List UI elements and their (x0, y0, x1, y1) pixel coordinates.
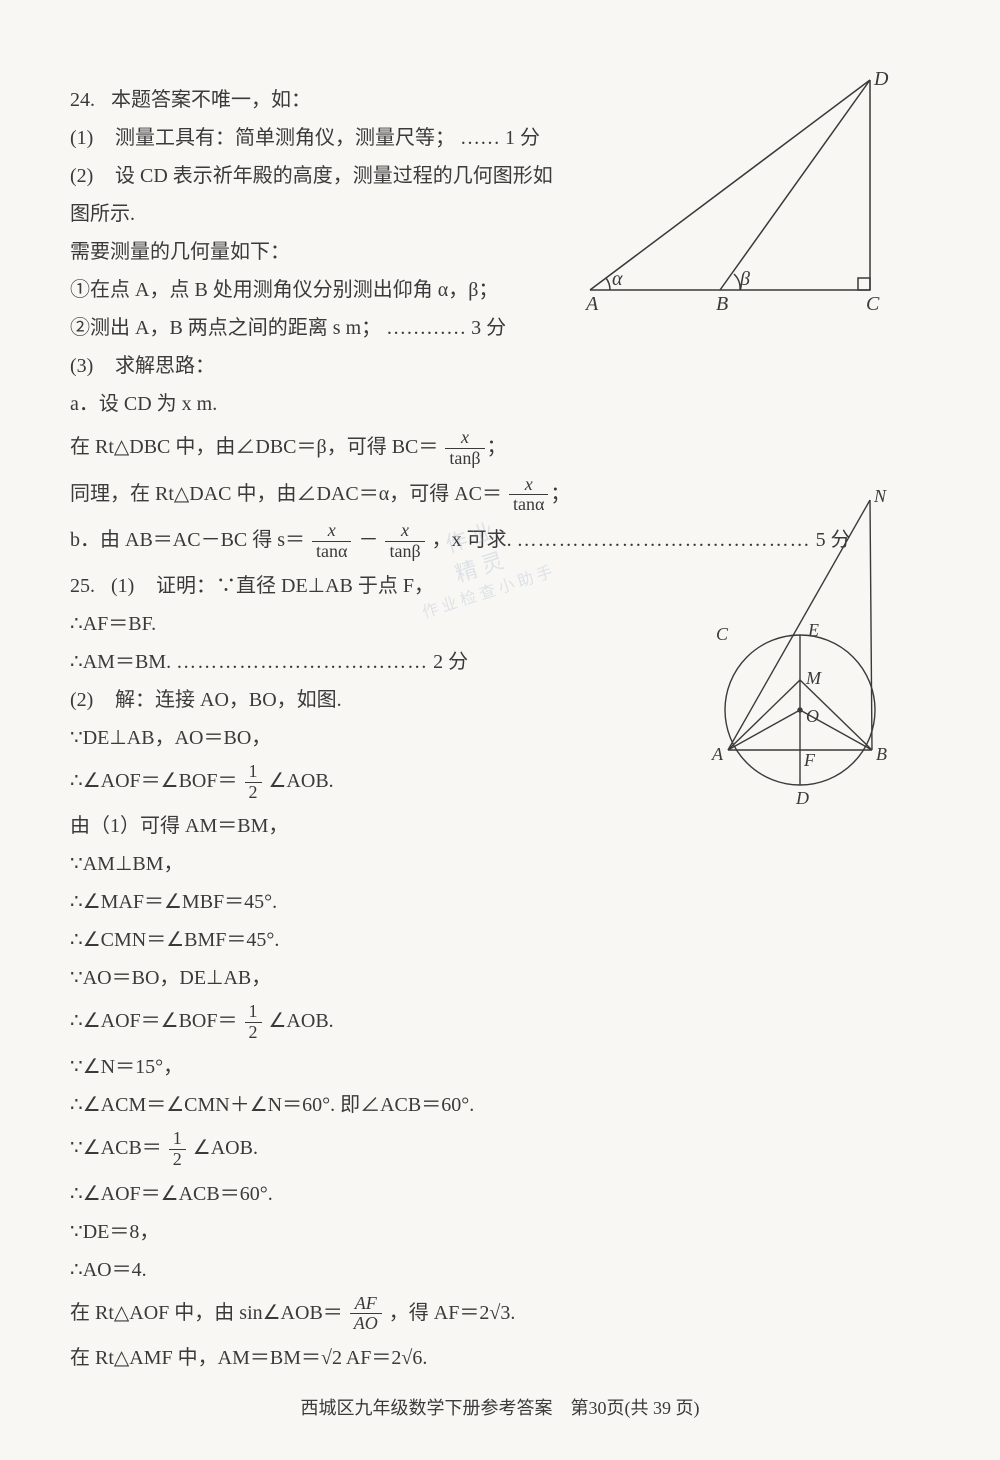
q25-p2i: ∴∠AOF＝∠BOF＝ 1 2 ∠AOB. (70, 1002, 930, 1043)
fig25-label-N: N (873, 486, 887, 506)
q25-p2l-post: ∠AOB. (193, 1137, 258, 1159)
fig25-label-F: F (803, 750, 816, 770)
fig25-label-C: C (716, 624, 729, 644)
q25-p2i-pre: ∴∠AOF＝∠BOF＝ (70, 1010, 238, 1032)
q25-p2l-pre: ∵∠ACB＝ (70, 1137, 162, 1159)
q25-p2p: 在 Rt△AOF 中，由 sin∠AOB＝ AF AO ，得 AF＝2√3. (70, 1294, 930, 1335)
q25-p2i-frac: 1 2 (245, 1002, 262, 1043)
q25-p2j: ∵∠N＝15°， (70, 1049, 930, 1085)
q25-p2l-bot: 2 (169, 1150, 186, 1170)
q25-p2m: ∴∠AOF＝∠ACB＝60°. (70, 1176, 930, 1212)
q25-p2p-frac: AF AO (350, 1294, 382, 1335)
q25-p2i-post: ∠AOB. (269, 1010, 334, 1032)
fig25-label-D: D (795, 788, 809, 808)
page-container: A B C D α β A B F O M C E D (0, 0, 1000, 1418)
q25-p2k: ∴∠ACM＝∠CMN＋∠N＝60°. 即∠ACB＝60°. (70, 1087, 930, 1123)
fig25-label-B: B (876, 744, 887, 764)
q25-p2n: ∵DE＝8， (70, 1214, 930, 1250)
q25-p2p-top: AF (350, 1294, 382, 1315)
q25-p2i-top: 1 (245, 1002, 262, 1023)
q25-p2l: ∵∠ACB＝ 1 2 ∠AOB. (70, 1129, 930, 1170)
q25-p2h: ∵AO＝BO，DE⊥AB， (70, 960, 930, 996)
q25-p2p-bot: AO (350, 1314, 382, 1334)
page-footer: 西城区九年级数学下册参考答案 第30页(共 39 页) (0, 1394, 1000, 1420)
q25-p2p-post: ，得 AF＝2√3. (389, 1301, 516, 1323)
q25-p2i-bot: 2 (245, 1023, 262, 1043)
q25-p2q: 在 Rt△AMF 中，AM＝BM＝√2 AF＝2√6. (70, 1340, 930, 1376)
q25-p2g: ∴∠CMN＝∠BMF＝45°. (70, 922, 930, 958)
fig25-label-E: E (807, 620, 819, 640)
q25-p2o: ∴AO＝4. (70, 1252, 930, 1288)
fig25-label-A: A (711, 744, 724, 764)
fig25-label-O: O (806, 706, 819, 726)
q25-p2p-pre: 在 Rt△AOF 中，由 sin∠AOB＝ (70, 1301, 343, 1323)
fig25-label-M: M (805, 668, 822, 688)
q25-p2l-frac: 1 2 (169, 1129, 186, 1170)
q25-p2l-top: 1 (169, 1129, 186, 1150)
figure-q25: A B F O M C E D N (0, 0, 1000, 900)
